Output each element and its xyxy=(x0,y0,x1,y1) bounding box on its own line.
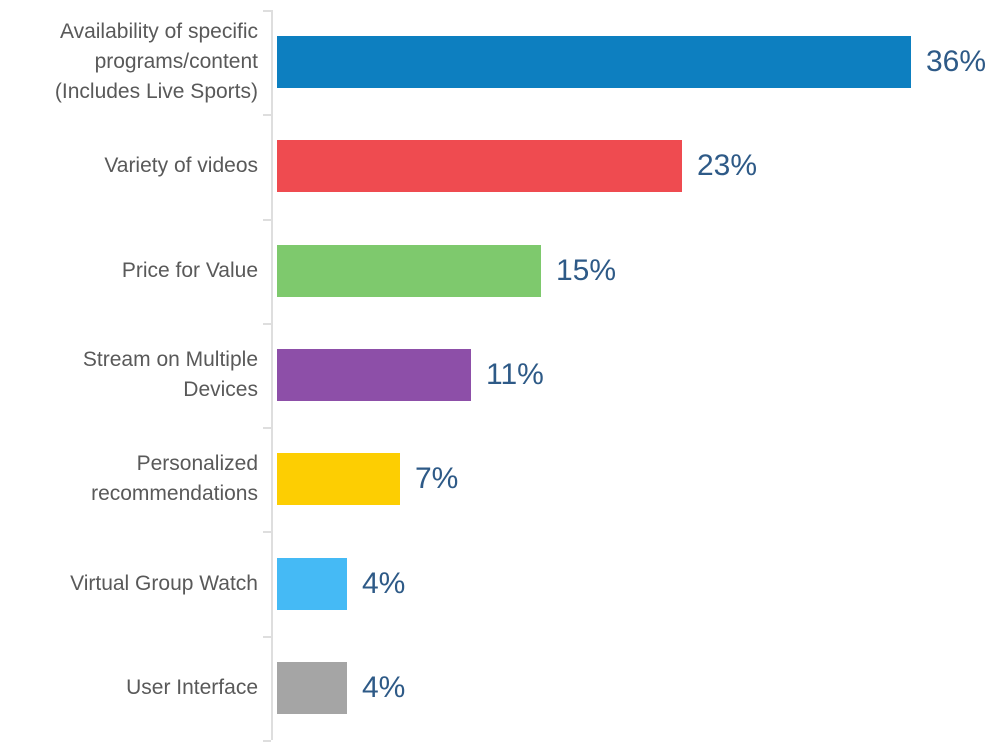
category-label: Virtual Group Watch xyxy=(70,571,258,595)
bar xyxy=(277,244,541,297)
value-label: 4% xyxy=(362,566,406,600)
bar-group: 11% xyxy=(277,348,544,401)
axis-tick xyxy=(263,427,271,429)
y-axis-line xyxy=(271,10,273,740)
value-label: 4% xyxy=(362,670,406,704)
bar-row: Price for Value 15% xyxy=(0,219,1000,323)
bar-row: User Interface 4% xyxy=(0,636,1000,740)
bar-row: Virtual Group Watch 4% xyxy=(0,531,1000,635)
plot-area: Availability of specific programs/conten… xyxy=(0,10,1000,740)
value-label: 15% xyxy=(556,253,617,287)
axis-tick xyxy=(263,531,271,533)
bar xyxy=(277,557,347,610)
axis-tick xyxy=(263,114,271,116)
category-label: Availability of specific programs/conten… xyxy=(54,20,258,104)
bar-row: Stream on Multiple Devices 11% xyxy=(0,323,1000,427)
axis-tick xyxy=(263,219,271,221)
bar xyxy=(277,661,347,714)
category-label: Price for Value xyxy=(121,258,258,282)
axis-tick xyxy=(263,323,271,325)
bar xyxy=(277,140,682,193)
value-label: 23% xyxy=(697,149,758,183)
category-label: Personalized recommendations xyxy=(91,452,258,506)
category-label: Variety of videos xyxy=(104,154,258,178)
bar-row: Variety of videos 23% xyxy=(0,114,1000,218)
bar xyxy=(277,36,911,89)
bar xyxy=(277,348,471,401)
value-label: 7% xyxy=(415,462,459,496)
axis-tick xyxy=(263,740,271,742)
bar-row: Personalized recommendations 7% xyxy=(0,427,1000,531)
value-label: 36% xyxy=(926,45,987,79)
axis-tick xyxy=(263,10,271,12)
category-label: User Interface xyxy=(126,675,258,699)
bar-group: 23% xyxy=(277,140,758,193)
bar-group: 36% xyxy=(277,36,987,89)
category-label: Stream on Multiple Devices xyxy=(82,347,258,401)
bar-group: 4% xyxy=(277,557,406,610)
bar-group: 7% xyxy=(277,453,459,506)
bar-group: 4% xyxy=(277,661,406,714)
bar-row: Availability of specific programs/conten… xyxy=(0,10,1000,114)
bar xyxy=(277,453,400,506)
bar-group: 15% xyxy=(277,244,617,297)
value-label: 11% xyxy=(486,357,544,391)
axis-tick xyxy=(263,636,271,638)
